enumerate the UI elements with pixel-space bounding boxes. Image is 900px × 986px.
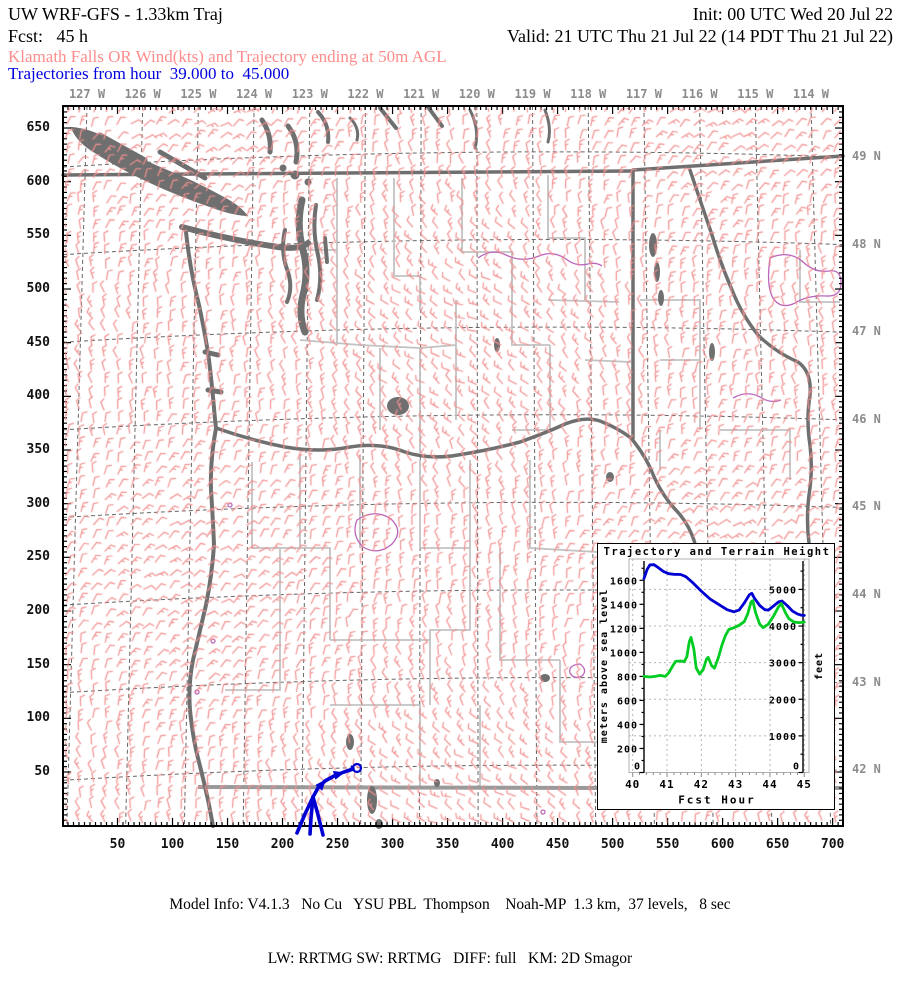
y-axis-tick-label: 50 <box>34 764 50 780</box>
model-info-line2: LW: RRTMG SW: RRTMG DIFF: full KM: 2D Sm… <box>267 950 633 967</box>
x-axis-tick-label: 500 <box>600 837 625 852</box>
y-axis-tick-label: 200 <box>26 603 50 619</box>
lon-tick-label: 126 W <box>124 87 161 101</box>
y-axis-tick-label: 600 <box>26 173 50 189</box>
lon-tick-label: 120 W <box>458 87 495 101</box>
trajectory-terrain-inset-chart: 200 400 600 800 1000 1200 1400 1600 0 1000 2000 300… <box>597 543 835 810</box>
x-axis-tick-label: 350 <box>435 837 460 852</box>
y-axis-tick-label: 450 <box>26 334 50 350</box>
inset-text: 400 <box>617 720 638 731</box>
inset-chart-title: Trajectory and Terrain Height <box>604 546 831 558</box>
lat-tick-label: 42 N <box>852 762 881 777</box>
lon-tick-label: 115 W <box>737 87 774 101</box>
trajectory-layer <box>295 762 363 837</box>
x-axis-tick-label: 300 <box>380 837 405 852</box>
inset-text: 5000 <box>769 585 797 596</box>
model-info-footer: Model Info: V4.1.3 No Cu YSU PBL Thompso… <box>0 860 900 986</box>
x-axis-tick-label: 400 <box>490 837 515 852</box>
inset-text: 0 <box>793 762 800 773</box>
lon-tick-label: 121 W <box>403 87 440 101</box>
lon-tick-label: 118 W <box>570 87 607 101</box>
x-axis-tick-label: 550 <box>655 837 680 852</box>
lon-tick-label: 127 W <box>68 87 106 101</box>
y-axis-tick-label: 150 <box>26 656 50 672</box>
lat-tick-label: 49 N <box>852 149 881 163</box>
x-axis-tick-label: 450 <box>545 837 570 852</box>
inset-text: 800 <box>617 672 638 683</box>
lat-tick-label: 48 N <box>852 236 881 251</box>
inset-text: 1400 <box>610 600 638 611</box>
x-axis-tick-label: 700 <box>820 837 845 852</box>
inset-text: 42 <box>694 778 709 791</box>
lon-tick-label: 117 W <box>625 87 662 101</box>
lon-tick-label: 116 W <box>681 87 718 101</box>
inset-chart-svg: 2004006008001000120014001600010002000300… <box>599 546 831 807</box>
inset-text: 200 <box>617 744 638 755</box>
lat-tick-label: 45 N <box>852 499 881 514</box>
x-axis-tick-label: 150 <box>215 837 240 852</box>
inset-text: 41 <box>659 778 674 791</box>
lon-tick-label: 114 W <box>792 87 830 101</box>
y-axis-tick-label: 300 <box>26 495 50 511</box>
lon-tick-label: 125 W <box>180 87 217 101</box>
lon-tick-label: 124 W <box>236 87 273 101</box>
inset-text: 0 <box>634 762 641 773</box>
series-terrain-height <box>642 599 806 679</box>
lon-tick-label: 122 W <box>347 87 384 101</box>
inset-text: 45 <box>797 778 812 791</box>
y-axis-tick-label: 350 <box>26 442 50 458</box>
inset-text: 4000 <box>769 622 797 633</box>
inset-text: 1600 <box>610 576 638 587</box>
x-axis-tick-label: 650 <box>765 837 790 852</box>
lon-tick-label: 119 W <box>514 87 551 101</box>
lat-tick-label: 43 N <box>852 674 881 689</box>
x-axis-tick-label: 200 <box>270 837 295 852</box>
y-axis-tick-label: 400 <box>26 388 50 404</box>
lat-tick-label: 44 N <box>852 587 881 602</box>
y-axis-tick-label: 550 <box>26 227 50 243</box>
inset-text: 2000 <box>769 695 797 706</box>
x-axis-tick-label: 100 <box>160 837 185 852</box>
x-axis-tick-label: 600 <box>710 837 735 852</box>
inset-y-axis-label-right: feet <box>814 652 825 680</box>
series-trajectory-height <box>642 563 806 617</box>
y-axis-tick-label: 100 <box>26 710 50 726</box>
lat-tick-label: 46 N <box>852 411 881 426</box>
inset-text: 40 <box>625 778 640 791</box>
inset-text: 44 <box>762 778 777 791</box>
trajectory-path <box>295 762 363 837</box>
lon-tick-label: 123 W <box>291 87 328 101</box>
y-axis-tick-label: 500 <box>26 281 50 296</box>
inset-text: 600 <box>617 696 638 707</box>
inset-text: 1000 <box>610 648 638 659</box>
y-axis-tick-label: 250 <box>26 549 50 565</box>
x-axis-tick-label: 250 <box>325 837 350 852</box>
inset-text: 43 <box>728 778 743 791</box>
inset-text: 1200 <box>610 624 638 635</box>
inset-text: 1000 <box>769 732 797 743</box>
inset-x-axis-label: Fcst Hour <box>678 794 756 807</box>
inset-text: 3000 <box>769 659 797 670</box>
model-info-line1: Model Info: V4.1.3 No Cu YSU PBL Thompso… <box>169 896 731 913</box>
x-axis-tick-label: 50 <box>109 837 126 852</box>
y-axis-tick-label: 650 <box>26 120 50 135</box>
inset-y-axis-label-left: meters above sea level <box>599 589 610 743</box>
lat-tick-label: 47 N <box>852 324 881 339</box>
